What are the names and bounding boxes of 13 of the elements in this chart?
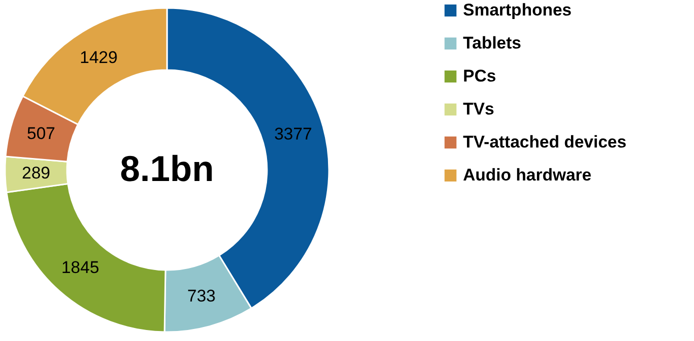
legend-label: Audio hardware <box>463 166 592 184</box>
data-label: 289 <box>22 164 50 183</box>
legend-label: TVs <box>463 100 494 118</box>
legend-label: TV-attached devices <box>463 132 626 152</box>
data-label: 1429 <box>80 48 118 68</box>
data-label: 733 <box>187 286 216 306</box>
data-label: 3377 <box>274 124 312 144</box>
text: 8.1bn <box>120 148 214 189</box>
legend-label: Tablets <box>463 34 522 52</box>
data-label: 507 <box>26 124 56 143</box>
data-label: 1845 <box>61 258 100 278</box>
legend-label: Smartphones <box>463 0 572 20</box>
legend-label: PCs <box>463 66 496 86</box>
